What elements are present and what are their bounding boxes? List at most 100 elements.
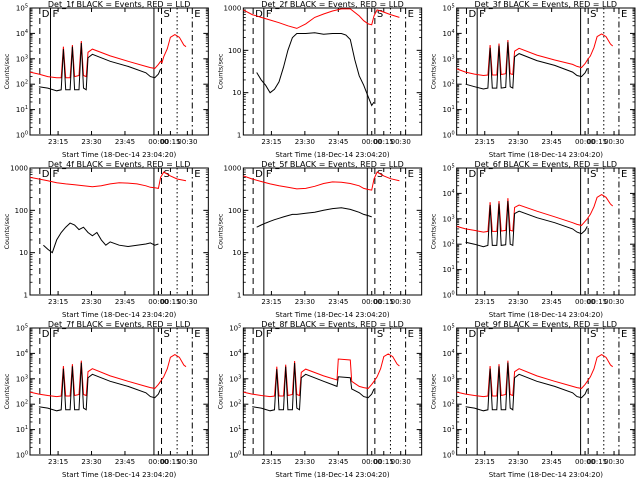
chart-title: Det_9f BLACK = Events, RED = LLD	[475, 320, 618, 329]
y-tick-label: 104	[443, 29, 455, 38]
x-tick-label: 23:15	[48, 138, 68, 146]
lld-series-line	[456, 354, 614, 398]
x-tick-label: 00:15	[587, 138, 607, 146]
events-series-line	[252, 362, 375, 412]
x-tick-label: 00:00	[362, 298, 382, 306]
y-tick-label: 1	[237, 132, 241, 140]
x-tick-label: 00:15	[160, 298, 180, 306]
y-tick-label: 100	[443, 291, 455, 300]
time-marker-label: F	[266, 169, 272, 180]
time-marker-label: F	[53, 9, 59, 20]
x-tick-label: 23:45	[542, 138, 562, 146]
x-tick-label: 00:30	[604, 138, 624, 146]
x-tick-label: 23:30	[508, 298, 528, 306]
y-tick-label: 1	[237, 292, 241, 300]
events-series-line	[256, 32, 375, 107]
lld-series-line	[456, 194, 614, 233]
y-tick-label: 100	[229, 451, 241, 460]
time-marker-label: E	[194, 169, 200, 180]
y-tick-label: 102	[229, 400, 241, 409]
y-axis-label: Counts/sec	[3, 373, 11, 409]
lld-series-line	[30, 171, 187, 189]
y-axis-label: Counts/sec	[3, 53, 11, 89]
time-marker-label: D	[42, 9, 50, 20]
x-tick-label: 00:00	[575, 458, 595, 466]
x-tick-label: 00:30	[391, 298, 411, 306]
time-marker-label: S	[590, 169, 596, 180]
time-marker-label: S	[590, 329, 596, 340]
events-series-line	[465, 200, 588, 248]
time-marker-label: E	[621, 329, 627, 340]
time-marker-label: D	[468, 9, 476, 20]
x-tick-label: 23:15	[475, 458, 495, 466]
plot-frame	[456, 327, 636, 456]
chart-title: Det_1f BLACK = Events, RED = LLD	[48, 0, 191, 9]
x-tick-label: 23:45	[328, 138, 348, 146]
time-marker-label: S	[377, 169, 383, 180]
x-axis-label: Start Time (18-Dec-14 23:04:20)	[62, 151, 176, 159]
x-axis-label: Start Time (18-Dec-14 23:04:20)	[275, 311, 389, 319]
y-tick-label: 10	[19, 249, 28, 257]
detector-panel: Det_6f BLACK = Events, RED = LLD Counts/s…	[430, 160, 636, 319]
x-tick-label: 23:30	[81, 298, 101, 306]
x-tick-label: 23:30	[81, 138, 101, 146]
plot-frame	[29, 167, 209, 296]
time-marker-label: D	[255, 329, 263, 340]
y-tick-label: 102	[443, 80, 455, 89]
time-marker-label: E	[194, 9, 200, 20]
time-marker-label: F	[479, 9, 485, 20]
y-tick-label: 100	[228, 207, 241, 215]
detector-panel: Det_3f BLACK = Events, RED = LLD Counts/s…	[430, 0, 636, 159]
x-tick-label: 23:45	[542, 298, 562, 306]
events-series-line	[43, 222, 159, 254]
x-tick-label: 23:45	[542, 458, 562, 466]
time-marker-label: D	[468, 169, 476, 180]
x-tick-label: 23:45	[328, 298, 348, 306]
x-tick-label: 00:30	[604, 458, 624, 466]
y-tick-label: 1000	[224, 5, 242, 13]
y-axis-label: Counts/sec	[216, 53, 224, 89]
y-tick-label: 105	[229, 324, 241, 333]
time-marker-label: S	[164, 329, 170, 340]
chart-title: Det_2f BLACK = Events, RED = LLD	[261, 0, 404, 9]
lld-series-line	[30, 34, 187, 79]
x-tick-label: 00:30	[177, 138, 197, 146]
chart-title: Det_7f BLACK = Events, RED = LLD	[48, 320, 191, 329]
x-axis-label: Start Time (18-Dec-14 23:04:20)	[489, 471, 603, 479]
x-tick-label: 00:00	[362, 458, 382, 466]
y-axis-label: Counts/sec	[3, 213, 11, 249]
y-tick-label: 105	[443, 324, 455, 333]
plot-frame	[242, 167, 423, 296]
y-axis-label: Counts/sec	[216, 213, 224, 249]
y-tick-label: 102	[443, 240, 455, 249]
y-tick-label: 104	[16, 29, 28, 38]
y-tick-label: 103	[16, 374, 28, 383]
time-marker-label: F	[53, 169, 59, 180]
x-tick-label: 00:15	[587, 298, 607, 306]
y-axis-label: Counts/sec	[430, 53, 438, 89]
y-tick-label: 104	[443, 349, 455, 358]
x-tick-label: 00:00	[575, 298, 595, 306]
plot-frame	[29, 327, 209, 456]
y-tick-label: 101	[443, 105, 455, 114]
x-tick-label: 00:15	[160, 138, 180, 146]
time-marker-label: S	[377, 329, 383, 340]
time-marker-label: F	[479, 329, 485, 340]
plot-frame	[29, 7, 209, 136]
x-tick-label: 23:15	[261, 138, 281, 146]
x-tick-label: 23:15	[261, 298, 281, 306]
y-tick-label: 100	[228, 47, 241, 55]
chart-title: Det_3f BLACK = Events, RED = LLD	[475, 0, 618, 9]
y-tick-label: 100	[443, 451, 455, 460]
time-marker-label: E	[408, 9, 414, 20]
lld-series-line	[243, 353, 400, 398]
time-marker-label: D	[468, 329, 476, 340]
y-tick-label: 105	[16, 4, 28, 13]
detector-panel: Det_9f BLACK = Events, RED = LLD Counts/s…	[430, 320, 636, 479]
x-tick-label: 23:30	[295, 458, 315, 466]
x-tick-label: 00:00	[575, 138, 595, 146]
detector-panel: Det_1f BLACK = Events, RED = LLD Counts/s…	[3, 0, 209, 159]
time-marker-label: E	[621, 9, 627, 20]
x-axis-label: Start Time (18-Dec-14 23:04:20)	[489, 151, 603, 159]
x-tick-label: 00:15	[374, 138, 394, 146]
